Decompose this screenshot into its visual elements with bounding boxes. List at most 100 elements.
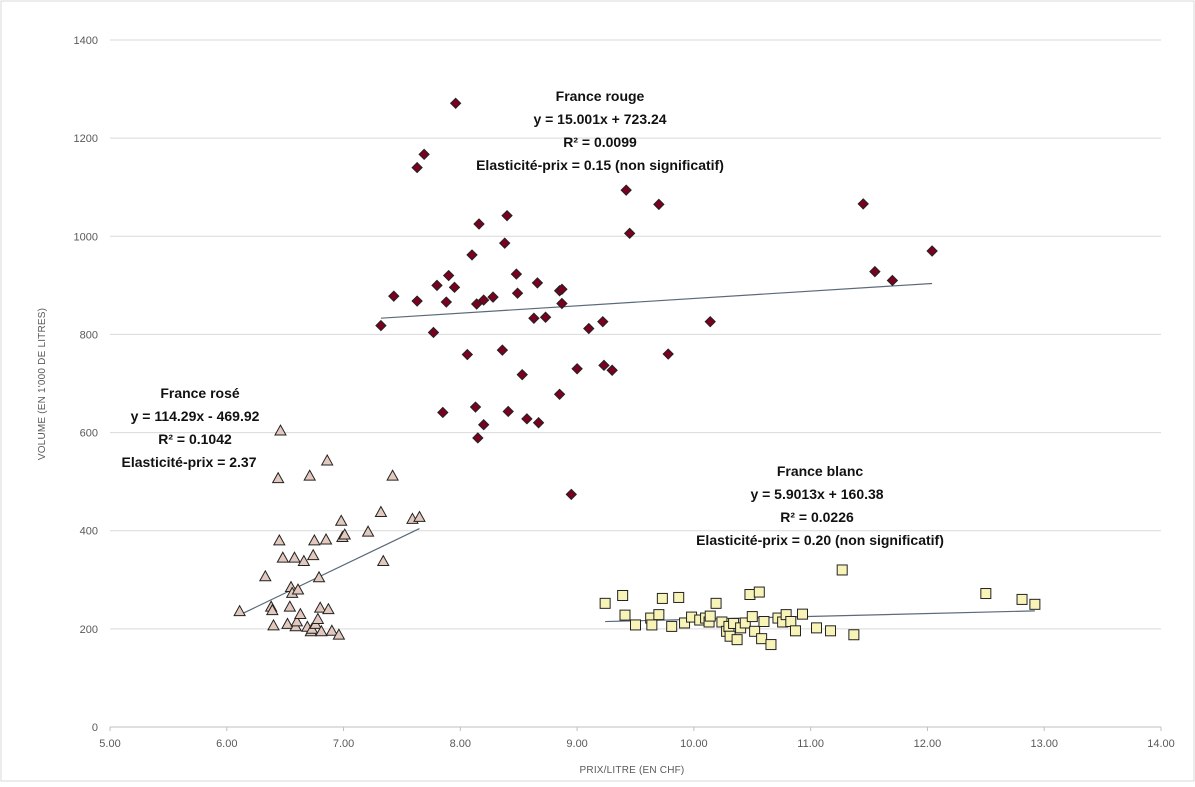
annotation-rouge-name: France rouge: [556, 88, 645, 104]
point-blanc: [731, 634, 743, 646]
point-blanc: [848, 629, 860, 641]
y-tick-label: 400: [80, 526, 98, 538]
x-tick-label: 11.00: [797, 738, 824, 750]
x-tick-label: 10.00: [680, 738, 708, 750]
y-tick-label: 800: [80, 329, 98, 341]
x-tick-label: 14.00: [1147, 738, 1175, 750]
trendline-blanc: [605, 610, 1035, 623]
y-tick-label: 600: [80, 428, 98, 440]
x-tick-label: 12.00: [914, 738, 942, 750]
point-blanc: [749, 625, 761, 637]
point-rose: [297, 554, 311, 567]
point-rouge: [606, 364, 618, 376]
point-rouge: [502, 405, 514, 418]
point-blanc: [704, 610, 716, 622]
point-rouge: [571, 363, 583, 375]
point-rouge: [857, 198, 869, 210]
point-rose: [332, 628, 346, 640]
point-blanc: [619, 609, 631, 621]
point-blanc: [980, 588, 992, 600]
point-rouge: [449, 97, 462, 110]
annotation-rose-elasticity: Elasticité-prix = 2.37: [121, 454, 256, 470]
point-rouge: [477, 419, 490, 431]
point-rose: [308, 533, 321, 546]
point-blanc: [758, 615, 770, 627]
point-rose: [361, 525, 375, 537]
point-rouge: [516, 368, 528, 381]
point-rose: [315, 624, 328, 637]
point-blanc: [666, 620, 678, 632]
point-blanc: [679, 617, 691, 629]
point-rouge: [869, 265, 881, 278]
axes: 0 200 400 600 800 1000 1200 1400 5.00 6.00 7.00 8.0…: [74, 35, 1175, 750]
point-rose: [413, 510, 426, 522]
annotation-rose-r2: R² = 0.1042: [158, 431, 232, 447]
point-blanc: [630, 619, 641, 631]
point-rose: [303, 469, 317, 481]
point-rouge: [583, 322, 595, 335]
point-rose: [311, 612, 325, 624]
point-rose: [320, 454, 334, 466]
gridlines: [110, 39, 1161, 630]
x-tick-label: 5.00: [99, 738, 120, 750]
point-rose: [291, 583, 305, 595]
point-rouge: [461, 348, 474, 361]
point-blanc: [673, 591, 685, 603]
point-rouge: [653, 198, 665, 211]
trendlines: [239, 282, 1035, 623]
point-rose: [374, 505, 388, 517]
trendline-rose: [239, 528, 420, 616]
point-rose: [288, 551, 301, 563]
point-rose: [313, 601, 327, 613]
point-rose: [290, 614, 304, 627]
point-rose: [274, 424, 287, 436]
point-rose: [312, 570, 326, 583]
point-rouge: [470, 298, 483, 310]
point-blanc: [785, 615, 797, 627]
point-rouge: [473, 218, 485, 230]
annotation-rose: France rosé y = 114.29x - 469.92 R² = 0.…: [121, 385, 259, 470]
y-axis-title: VOLUME (EN 1'000 DE LITRES): [37, 308, 48, 460]
point-rouge: [440, 296, 453, 308]
point-rouge: [442, 269, 455, 282]
annotation-rose-name: France rosé: [160, 385, 240, 401]
point-rose: [233, 604, 246, 617]
point-rouge: [521, 413, 533, 425]
point-rouge: [528, 312, 540, 324]
x-tick-label: 9.00: [566, 738, 587, 750]
point-blanc: [744, 589, 756, 601]
point-rouge: [499, 237, 511, 249]
point-rose: [322, 602, 335, 615]
point-rouge: [556, 283, 568, 295]
point-rouge: [511, 287, 524, 299]
annotation-blanc-r2: R² = 0.0226: [780, 509, 854, 525]
point-blanc: [739, 617, 751, 629]
annotation-rouge-r2: R² = 0.0099: [563, 134, 637, 150]
point-rouge: [427, 326, 440, 339]
annotation-blanc-elasticity: Elasticité-prix = 0.20 (non significatif…: [696, 532, 944, 548]
point-rouge: [487, 291, 499, 303]
y-tick-label: 1200: [74, 133, 98, 145]
annotation-blanc-name: France blanc: [777, 463, 864, 479]
point-rouge: [539, 311, 552, 323]
point-rose: [283, 600, 297, 612]
point-rouge: [531, 277, 544, 289]
point-rose: [258, 569, 272, 582]
point-rouge: [501, 209, 513, 222]
point-rouge: [532, 417, 545, 429]
point-rose: [276, 551, 290, 563]
point-rose: [293, 607, 307, 620]
point-blanc: [756, 633, 768, 645]
point-rouge: [496, 344, 509, 356]
y-tick-label: 1000: [74, 231, 98, 243]
point-rose: [376, 554, 390, 567]
point-rouge: [431, 279, 443, 292]
point-rouge: [597, 315, 609, 328]
point-rouge: [418, 148, 430, 161]
point-rouge: [466, 249, 478, 261]
point-rouge: [477, 294, 490, 306]
x-tick-label: 6.00: [216, 738, 237, 750]
trendline-rouge: [380, 282, 933, 319]
point-rouge: [469, 401, 482, 413]
